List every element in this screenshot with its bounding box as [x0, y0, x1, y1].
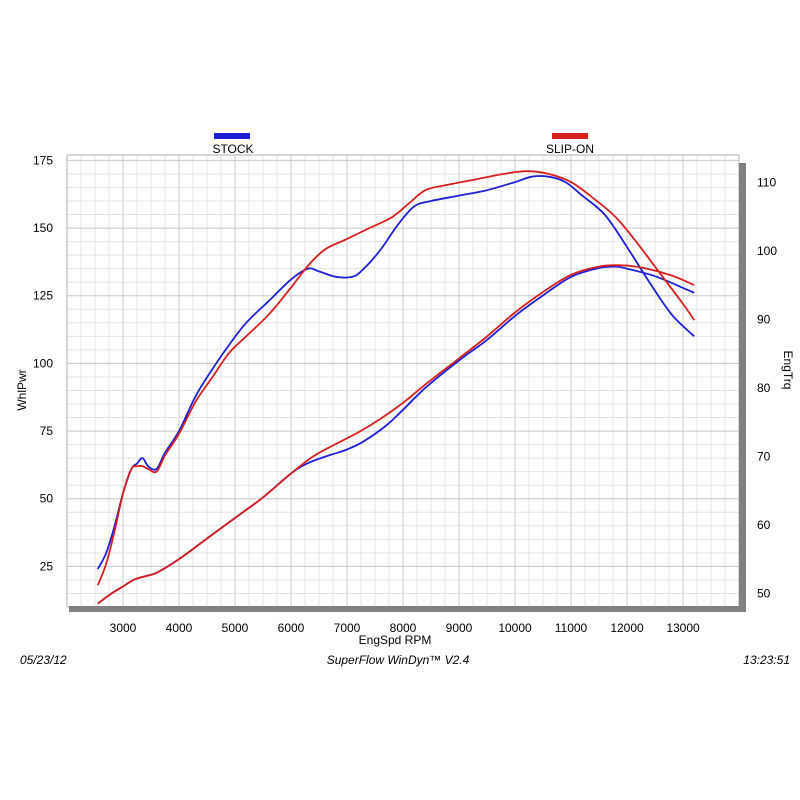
right-y-tick-label: 110 [757, 175, 776, 189]
series-layer [96, 170, 695, 605]
right-y-tick-label: 70 [757, 449, 771, 463]
right-y-tick-label: 50 [757, 586, 771, 600]
x-axis-bar [69, 606, 746, 612]
series-line-slip-on-torque [97, 264, 695, 605]
x-tick-label: 8000 [390, 621, 417, 635]
x-tick-label: 11000 [555, 621, 588, 635]
left-y-tick-label: 175 [33, 153, 53, 167]
left-y-tick-label: 100 [33, 356, 53, 370]
left-y-tick-label: 50 [40, 492, 54, 506]
legend: STOCK SLIP-ON [212, 133, 594, 156]
right-y-tick-label: 90 [757, 312, 771, 326]
left-y-tick-label: 125 [33, 289, 53, 303]
x-tick-label: 9000 [446, 621, 473, 635]
plot-grid [66, 155, 740, 607]
left-y-tick-label: 150 [33, 221, 53, 235]
right-y-tick-label: 80 [757, 381, 771, 395]
x-tick-label: 7000 [334, 621, 361, 635]
legend-swatch-slip-on [552, 133, 588, 139]
right-y-tick-label: 60 [757, 518, 771, 532]
left-y-tick-label: 25 [40, 559, 54, 573]
footer-software: SuperFlow WinDyn™ V2.4 [327, 653, 470, 667]
x-tick-label: 12000 [610, 621, 644, 635]
left-y-ticks: 25 50 75 100 125 150 175 [33, 153, 53, 573]
series-line-stock-power [97, 175, 695, 570]
footer-date: 05/23/12 [20, 653, 67, 667]
right-y-tick-label: 100 [757, 244, 777, 258]
right-y-ticks: 50 60 70 80 90 100 110 [757, 175, 777, 600]
right-axis-label: EngTrq [781, 351, 795, 390]
left-y-tick-label: 75 [40, 424, 54, 438]
left-axis-label: WhlPwr [15, 369, 29, 410]
x-tick-label: 13000 [666, 621, 700, 635]
right-axis-bar [739, 163, 746, 612]
x-ticks: 3000 4000 5000 6000 7000 8000 9000 10000 11000 12… [110, 621, 700, 635]
x-tick-label: 4000 [166, 621, 193, 635]
series-line-slip-on-power [96, 170, 695, 586]
legend-swatch-stock [214, 133, 250, 139]
legend-label-stock: STOCK [212, 142, 253, 156]
x-axis-label: EngSpd RPM [359, 633, 432, 647]
x-tick-label: 3000 [110, 621, 137, 635]
x-tick-label: 6000 [278, 621, 305, 635]
legend-label-slip-on: SLIP-ON [546, 142, 594, 156]
x-tick-label: 5000 [222, 621, 249, 635]
x-tick-label: 10000 [498, 621, 532, 635]
footer-time: 13:23:51 [743, 653, 790, 667]
